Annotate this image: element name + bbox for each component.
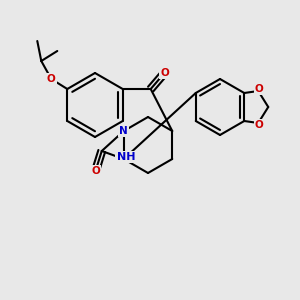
Text: O: O xyxy=(92,166,100,176)
Text: O: O xyxy=(160,68,169,78)
Text: O: O xyxy=(255,120,264,130)
Text: O: O xyxy=(255,84,264,94)
Text: NH: NH xyxy=(116,152,135,162)
Text: N: N xyxy=(119,126,128,136)
Text: O: O xyxy=(47,74,56,84)
